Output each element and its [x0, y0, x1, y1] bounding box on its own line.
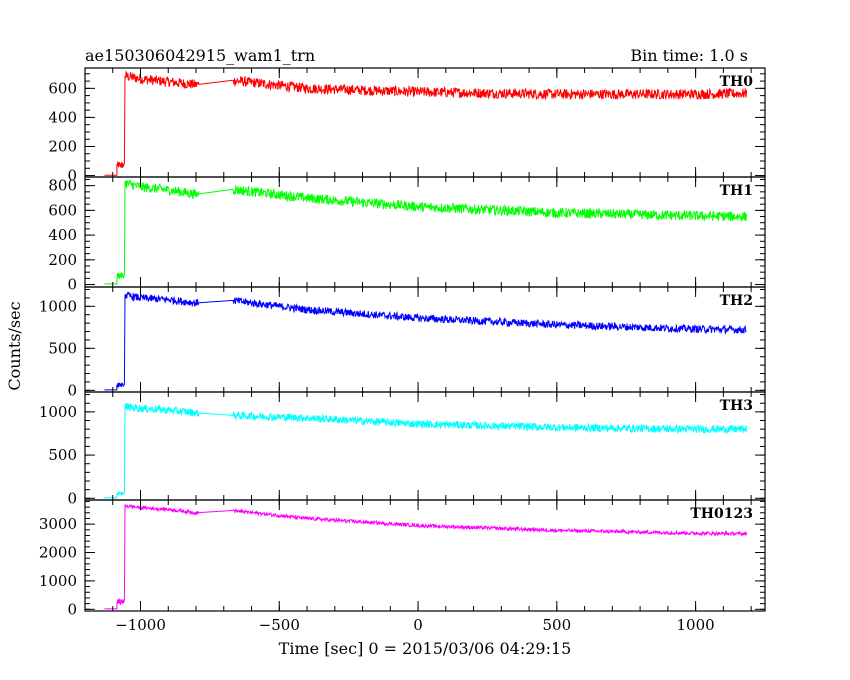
- y-tick-label: 200: [48, 137, 77, 155]
- y-tick-label: 600: [48, 201, 77, 219]
- panel-th0123: 0 1000 2000 3000 TH0123: [39, 500, 765, 618]
- y-tick-label: 0: [67, 276, 77, 294]
- panel-frame: [85, 392, 765, 500]
- y-tick-label: 500: [48, 446, 77, 464]
- series-line-th0123: [104, 505, 746, 609]
- y-tick-label: 3000: [39, 515, 77, 533]
- y-tick-label: 200: [48, 251, 77, 269]
- y-tick-label: 0: [67, 489, 77, 507]
- y-axis-label: Counts/sec: [5, 301, 24, 390]
- y-tick-label: 500: [48, 339, 77, 357]
- panel-label: TH1: [720, 183, 753, 199]
- panel-th1: 0 200 400 600 800 TH1: [48, 177, 765, 294]
- bin-time-label: Bin time: 1.0 s: [630, 46, 748, 65]
- x-tick-label: 500: [543, 616, 572, 634]
- panels-group: 0 200 400 600 TH0 0 200 400 600 800 TH1 0 500 1000 TH2…: [39, 68, 765, 634]
- y-tick-label: 0: [67, 600, 77, 618]
- x-axis-label: Time [sec] 0 = 2015/03/06 04:29:15: [279, 639, 572, 658]
- series-line-th3: [104, 404, 746, 498]
- chart-title: ae150306042915_wam1_trn: [85, 46, 315, 65]
- panel-th3: 0 500 1000 TH3: [39, 392, 765, 507]
- y-tick-label: 400: [48, 108, 77, 126]
- series-line-th2: [104, 292, 746, 390]
- x-tick-label: 1000: [677, 616, 715, 634]
- panel-label: TH2: [720, 293, 753, 309]
- y-tick-label: 0: [67, 381, 77, 399]
- panel-label: TH3: [720, 398, 753, 414]
- y-tick-label: 800: [48, 177, 77, 195]
- y-tick-label: 600: [48, 79, 77, 97]
- x-tick-label: −500: [259, 616, 300, 634]
- x-tick-label: 0: [413, 616, 423, 634]
- panel-label: TH0123: [690, 506, 753, 522]
- panel-label: TH0: [720, 74, 754, 90]
- panel-frame: [85, 500, 765, 611]
- y-tick-label: 1000: [39, 297, 77, 315]
- x-tick-label: −1000: [115, 616, 166, 634]
- series-line-th0: [104, 72, 746, 175]
- series-line-th1: [104, 180, 746, 284]
- y-tick-label: 2000: [39, 544, 77, 562]
- panel-th2: 0 500 1000 TH2: [39, 287, 765, 399]
- y-tick-label: 400: [48, 226, 77, 244]
- y-tick-label: 1000: [39, 403, 77, 421]
- y-tick-label: 1000: [39, 572, 77, 590]
